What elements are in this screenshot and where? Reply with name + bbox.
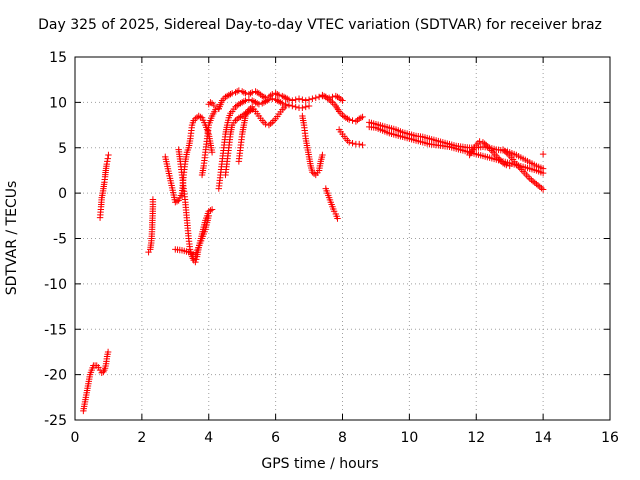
plot-border xyxy=(74,56,611,421)
data-point xyxy=(345,139,353,146)
y-tick-label: -20 xyxy=(44,368,67,384)
y-tick-label: 10 xyxy=(49,95,67,111)
data-point xyxy=(105,151,112,159)
series-arc19 xyxy=(466,138,513,170)
data-point xyxy=(339,97,346,104)
data-point xyxy=(285,96,293,103)
y-tick-label: -10 xyxy=(44,277,67,293)
series-arc10 xyxy=(215,87,346,112)
x-tick-label: 6 xyxy=(271,430,280,446)
data-point xyxy=(302,97,309,104)
data-point xyxy=(501,147,508,155)
data-point xyxy=(312,94,319,102)
y-tick-label: 0 xyxy=(58,186,67,202)
data-point xyxy=(292,96,299,103)
data-point xyxy=(305,102,313,110)
data-point xyxy=(539,165,547,172)
data-point xyxy=(539,186,547,193)
series-arc21 xyxy=(539,150,547,158)
data-point xyxy=(242,97,249,104)
points-layer xyxy=(80,87,547,415)
series-arc16 xyxy=(335,126,366,149)
data-point xyxy=(104,155,111,162)
data-point xyxy=(210,101,217,109)
x-tick-label: 14 xyxy=(534,430,552,446)
data-point xyxy=(299,104,306,112)
series-arc6 xyxy=(172,212,212,259)
series-arc1 xyxy=(80,348,112,415)
series-arc8 xyxy=(205,99,217,109)
data-point xyxy=(289,97,296,104)
data-point xyxy=(149,196,157,203)
data-point xyxy=(305,96,313,103)
series-arc12 xyxy=(235,102,289,165)
data-point xyxy=(228,90,236,97)
series-arc13 xyxy=(299,112,326,179)
data-point xyxy=(285,101,293,109)
y-tick-label: 5 xyxy=(58,141,67,157)
y-tick-label: -5 xyxy=(53,232,67,248)
data-point xyxy=(235,87,243,94)
data-point xyxy=(267,120,274,127)
series-arc9 xyxy=(215,95,313,192)
data-point xyxy=(205,212,212,220)
data-point xyxy=(359,141,366,149)
data-point xyxy=(104,158,111,165)
x-tick-label: 10 xyxy=(400,430,418,446)
data-point xyxy=(279,100,286,107)
data-point xyxy=(282,102,289,110)
y-tick-label: -15 xyxy=(44,322,67,338)
x-tick-label: 0 xyxy=(71,430,80,446)
data-point xyxy=(359,113,366,121)
data-point xyxy=(292,103,299,111)
tick-layer: 0 2 4 6 8 10 12 14 16 -25 -20 -15 -10 -5 0 5 10 15 xyxy=(44,50,619,446)
data-point xyxy=(539,150,547,158)
series-arc15 xyxy=(319,91,366,125)
y-tick-label: 15 xyxy=(49,50,67,66)
data-point xyxy=(345,116,353,123)
data-point xyxy=(104,348,112,356)
data-point xyxy=(193,256,200,263)
data-point xyxy=(295,95,303,102)
data-point xyxy=(103,160,110,168)
data-point xyxy=(245,96,253,103)
x-tick-label: 12 xyxy=(467,430,485,446)
series-arc2 xyxy=(96,151,112,221)
data-point xyxy=(208,206,216,213)
data-point xyxy=(289,102,296,110)
y-axis-label: SDTVAR / TECUs xyxy=(4,180,20,296)
x-tick-label: 8 xyxy=(338,430,347,446)
y-tick-label: -25 xyxy=(44,413,67,429)
data-point xyxy=(503,161,510,169)
series-arc4 xyxy=(162,112,216,206)
x-axis-label: GPS time / hours xyxy=(261,456,379,472)
series-arc14 xyxy=(322,185,341,222)
data-point xyxy=(476,138,483,145)
data-point xyxy=(275,91,283,99)
data-point xyxy=(302,103,309,111)
data-point xyxy=(262,94,269,102)
grid-layer xyxy=(75,57,610,420)
series-arc18 xyxy=(366,119,547,172)
x-tick-label: 4 xyxy=(204,430,213,446)
data-point xyxy=(315,93,323,101)
x-tick-label: 2 xyxy=(137,430,146,446)
series-arc20 xyxy=(499,146,547,193)
x-tick-label: 16 xyxy=(601,430,619,446)
data-point xyxy=(506,162,513,170)
data-point xyxy=(319,151,326,159)
data-point xyxy=(334,215,341,222)
data-point xyxy=(208,149,216,156)
data-point xyxy=(255,100,263,108)
data-point xyxy=(299,96,306,103)
data-point xyxy=(309,95,316,102)
data-point xyxy=(192,258,199,266)
data-point xyxy=(349,140,356,147)
series-arc3 xyxy=(145,196,157,256)
data-point xyxy=(356,140,363,148)
chart-title: Day 325 of 2025, Sidereal Day-to-day VTE… xyxy=(38,17,602,33)
